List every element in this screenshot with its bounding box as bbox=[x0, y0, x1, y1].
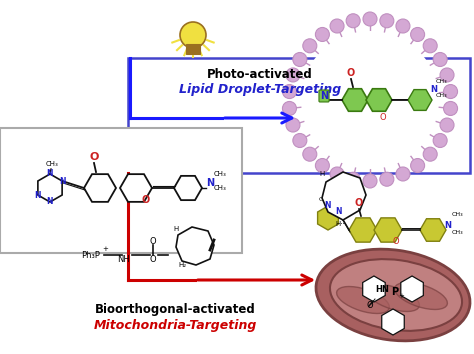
Text: Mitochondria-Targeting: Mitochondria-Targeting bbox=[93, 319, 257, 331]
Text: O: O bbox=[367, 301, 374, 310]
Polygon shape bbox=[366, 89, 392, 111]
Ellipse shape bbox=[337, 286, 389, 314]
Text: O: O bbox=[150, 255, 156, 263]
Polygon shape bbox=[401, 276, 423, 302]
Circle shape bbox=[346, 14, 360, 28]
Text: H₂: H₂ bbox=[178, 262, 186, 268]
Text: Ph₃P: Ph₃P bbox=[81, 251, 100, 259]
Circle shape bbox=[363, 174, 377, 188]
Circle shape bbox=[283, 102, 296, 115]
Circle shape bbox=[440, 118, 454, 132]
Text: N: N bbox=[430, 86, 438, 95]
Polygon shape bbox=[322, 172, 366, 220]
Ellipse shape bbox=[366, 285, 419, 312]
Circle shape bbox=[444, 85, 457, 98]
Text: CH₃: CH₃ bbox=[435, 93, 447, 98]
Circle shape bbox=[303, 39, 317, 53]
Text: O: O bbox=[355, 198, 363, 208]
Circle shape bbox=[286, 118, 300, 132]
Text: N: N bbox=[335, 207, 342, 217]
Polygon shape bbox=[363, 276, 385, 302]
Text: O: O bbox=[89, 152, 99, 162]
Polygon shape bbox=[174, 176, 202, 200]
Circle shape bbox=[433, 133, 447, 148]
Text: CH₃: CH₃ bbox=[451, 230, 463, 235]
Polygon shape bbox=[120, 174, 152, 202]
Polygon shape bbox=[374, 218, 402, 242]
Polygon shape bbox=[38, 174, 62, 202]
Polygon shape bbox=[420, 219, 446, 241]
Circle shape bbox=[410, 28, 425, 41]
FancyBboxPatch shape bbox=[186, 44, 200, 54]
Ellipse shape bbox=[316, 249, 470, 341]
Circle shape bbox=[286, 68, 300, 82]
Text: O: O bbox=[392, 238, 399, 246]
Text: H··: H·· bbox=[335, 221, 345, 227]
Text: CH₃: CH₃ bbox=[435, 79, 447, 84]
Circle shape bbox=[315, 159, 329, 172]
Text: N: N bbox=[59, 177, 65, 185]
Text: +: + bbox=[102, 246, 108, 252]
Text: N: N bbox=[47, 198, 53, 206]
Text: Photo-activated: Photo-activated bbox=[207, 69, 313, 81]
Text: NH: NH bbox=[118, 255, 130, 263]
Text: CH₃: CH₃ bbox=[318, 197, 330, 202]
Polygon shape bbox=[408, 90, 432, 110]
Text: Lipid Droplet-Targeting: Lipid Droplet-Targeting bbox=[179, 84, 341, 97]
Polygon shape bbox=[342, 89, 368, 111]
Text: O: O bbox=[150, 236, 156, 246]
Circle shape bbox=[440, 68, 454, 82]
Text: O: O bbox=[380, 113, 386, 121]
Circle shape bbox=[410, 159, 425, 172]
Circle shape bbox=[444, 102, 457, 115]
Text: HN: HN bbox=[375, 285, 389, 294]
FancyBboxPatch shape bbox=[0, 128, 242, 253]
Text: CH₃: CH₃ bbox=[214, 185, 227, 191]
Circle shape bbox=[380, 172, 394, 186]
Text: N: N bbox=[320, 91, 328, 101]
Polygon shape bbox=[349, 218, 377, 242]
Text: CH₃: CH₃ bbox=[451, 212, 463, 217]
Circle shape bbox=[423, 39, 437, 53]
Text: N: N bbox=[445, 221, 452, 229]
Text: H: H bbox=[173, 226, 179, 232]
Polygon shape bbox=[84, 174, 116, 202]
Circle shape bbox=[363, 12, 377, 26]
Text: N: N bbox=[35, 190, 41, 200]
Circle shape bbox=[396, 19, 410, 33]
Circle shape bbox=[433, 52, 447, 67]
Text: H: H bbox=[319, 171, 325, 177]
Text: N: N bbox=[206, 178, 214, 188]
Polygon shape bbox=[382, 309, 404, 335]
Text: +: + bbox=[398, 293, 404, 299]
Text: O: O bbox=[142, 195, 150, 205]
Circle shape bbox=[423, 147, 437, 161]
Text: Bioorthogonal-activated: Bioorthogonal-activated bbox=[95, 303, 255, 316]
Text: N: N bbox=[325, 201, 331, 211]
Circle shape bbox=[330, 19, 344, 33]
Circle shape bbox=[301, 31, 439, 169]
Text: CH₃: CH₃ bbox=[214, 171, 227, 177]
Ellipse shape bbox=[395, 282, 447, 309]
Text: P: P bbox=[391, 287, 398, 297]
Ellipse shape bbox=[330, 259, 462, 331]
Circle shape bbox=[380, 14, 394, 28]
Circle shape bbox=[315, 28, 329, 41]
Polygon shape bbox=[176, 227, 214, 265]
Circle shape bbox=[283, 85, 296, 98]
Text: N: N bbox=[47, 170, 53, 178]
Text: CH₃: CH₃ bbox=[46, 161, 58, 167]
Circle shape bbox=[330, 167, 344, 181]
Circle shape bbox=[346, 172, 360, 186]
Circle shape bbox=[303, 147, 317, 161]
Text: O: O bbox=[347, 68, 355, 78]
Polygon shape bbox=[318, 206, 338, 230]
Circle shape bbox=[293, 52, 307, 67]
Circle shape bbox=[396, 167, 410, 181]
Circle shape bbox=[293, 133, 307, 148]
Circle shape bbox=[180, 22, 206, 48]
